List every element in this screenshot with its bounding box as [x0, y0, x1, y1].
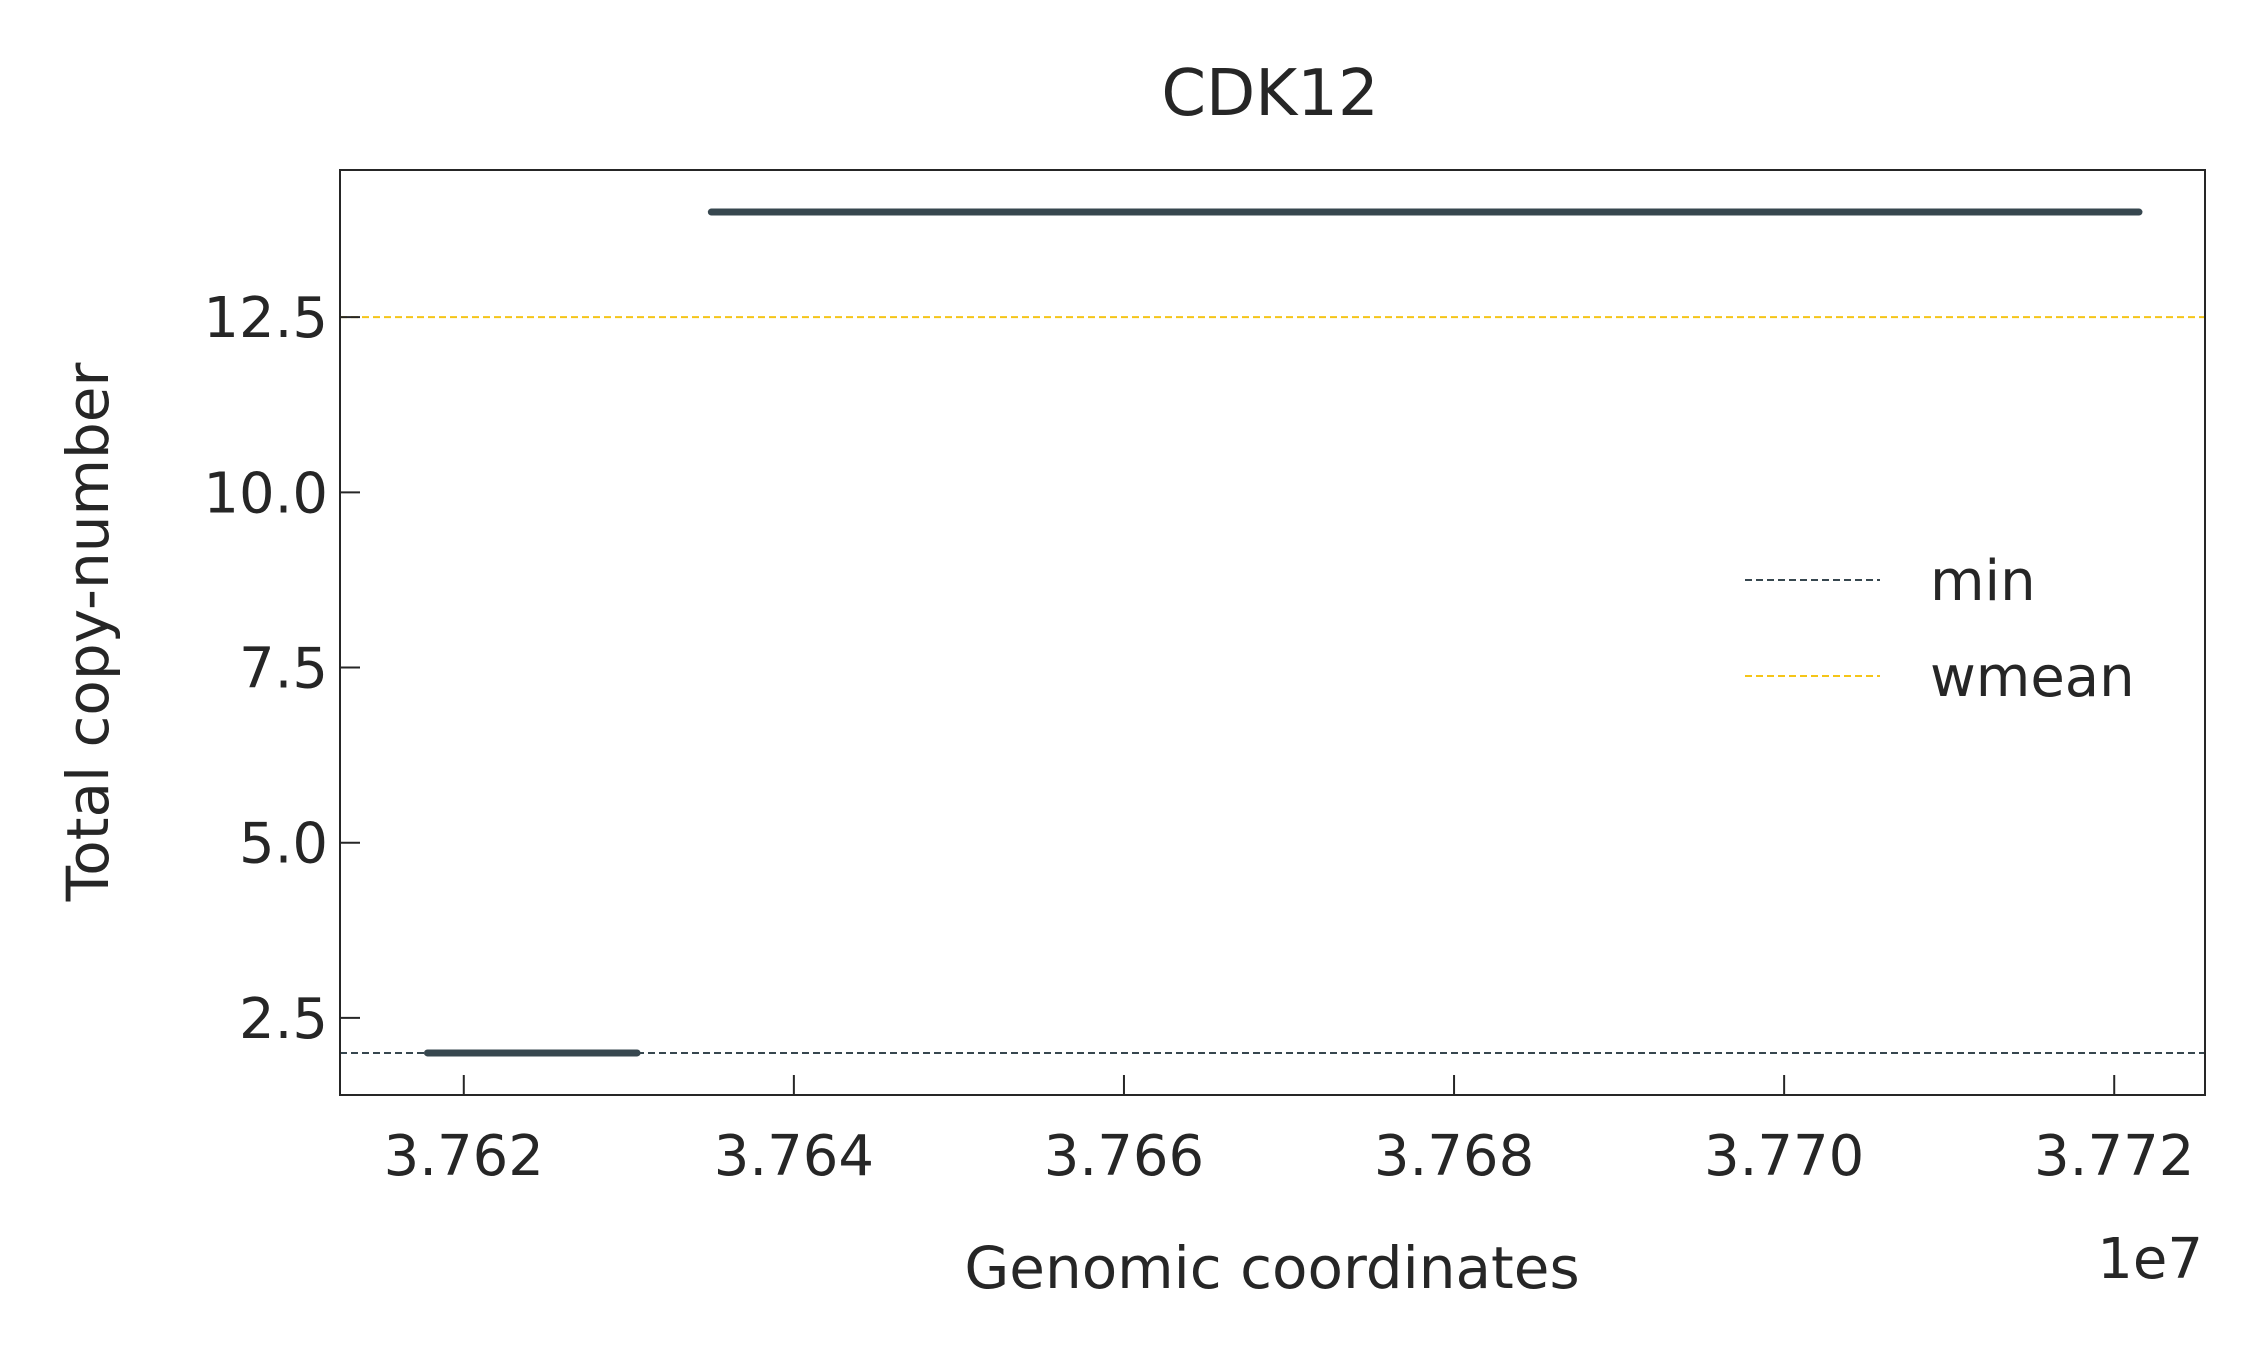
legend-label-wmean: wmean	[1930, 645, 2135, 710]
x-tick-label: 3.770	[1704, 1124, 1864, 1189]
x-axis-label: Genomic coordinates	[964, 1234, 1579, 1302]
x-tick-label: 3.762	[384, 1124, 544, 1189]
y-tick-label: 10.0	[203, 461, 328, 526]
legend-label-min: min	[1930, 549, 2036, 614]
x-tick-label: 3.766	[1044, 1124, 1204, 1189]
legend: min wmean	[1745, 549, 2135, 710]
reference-lines	[340, 316, 2205, 1054]
x-tick-label: 3.764	[714, 1124, 874, 1189]
x-axis-offset-label: 1e7	[2097, 1227, 2203, 1292]
chart-title: CDK12	[1161, 57, 1378, 131]
x-tick-label: 3.768	[1374, 1124, 1534, 1189]
y-tick-label: 12.5	[203, 286, 328, 351]
y-axis-ticks: 2.5 5.0 7.5 10.0 12.5	[203, 286, 360, 1052]
segments	[423, 208, 2143, 1057]
y-tick-label: 5.0	[239, 812, 328, 877]
y-tick-label: 2.5	[239, 987, 328, 1052]
plot-frame	[339, 169, 2206, 1096]
y-axis-label: Total copy-number	[54, 363, 122, 903]
x-axis-ticks: 3.762 3.764 3.766 3.768 3.770 3.772	[384, 1075, 2194, 1189]
y-tick-label: 7.5	[239, 637, 328, 702]
x-tick-label: 3.772	[2034, 1124, 2194, 1189]
